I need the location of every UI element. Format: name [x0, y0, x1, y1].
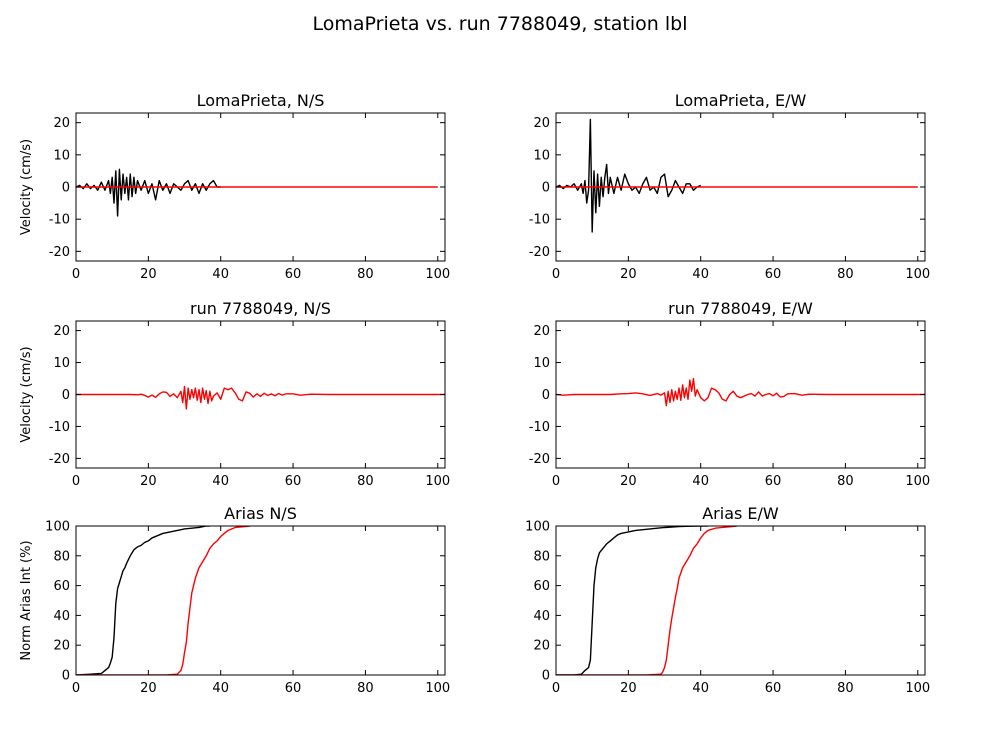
x-tick-label: 20 [620, 681, 637, 696]
x-tick-label: 100 [905, 474, 930, 489]
y-tick-label: 80 [53, 549, 70, 564]
x-tick-label: 60 [765, 474, 782, 489]
y-axis-label: Norm Arias Int (%) [19, 540, 34, 660]
x-tick-label: 0 [72, 474, 80, 489]
x-tick-label: 40 [212, 267, 229, 282]
y-tick-label: -10 [529, 420, 550, 435]
x-tick-label: 20 [140, 474, 157, 489]
x-tick-label: 80 [837, 267, 854, 282]
y-tick-label: 40 [53, 609, 70, 624]
plot-frame [75, 525, 446, 676]
series-line-simulated [556, 377, 925, 407]
series-line-recorded [556, 526, 708, 675]
y-tick-label: 0 [542, 388, 550, 403]
y-tick-label: 20 [53, 639, 70, 654]
x-tick-label: 40 [692, 681, 709, 696]
subplot-title: run 7788049, N/S [190, 299, 331, 318]
x-tick-label: 40 [212, 474, 229, 489]
y-tick-label: 0 [542, 181, 550, 196]
y-tick-label: 0 [62, 181, 70, 196]
y-axis-label: Velocity (cm/s) [19, 139, 34, 235]
y-tick-label: 20 [533, 116, 550, 131]
y-tick-label: -20 [529, 452, 550, 467]
series-line-simulated [556, 526, 737, 675]
x-tick-label: 100 [425, 267, 450, 282]
x-tick-label: 60 [765, 267, 782, 282]
x-tick-label: 100 [905, 681, 930, 696]
subplot-p3: 0 20 40 60 80 100 -20 -10 0 10 20 run 7788049, N/S V… [19, 299, 450, 489]
x-tick-label: 100 [425, 474, 450, 489]
subplot-title: Arias E/W [702, 504, 779, 523]
subplot-p5: 0 20 40 60 80 100 0 20 40 60 80 100 Arias N/S Norm Ar… [19, 504, 450, 696]
y-tick-label: -20 [529, 245, 550, 260]
x-tick-label: 20 [620, 267, 637, 282]
x-tick-label: 60 [765, 681, 782, 696]
x-tick-label: 0 [552, 474, 560, 489]
subplot-p2: 0 20 40 60 80 100 -20 -10 0 10 20 LomaPrieta, E/W [529, 91, 930, 282]
y-tick-label: 20 [533, 324, 550, 339]
y-tick-label: 100 [45, 520, 70, 535]
series-line-simulated [76, 385, 445, 410]
y-tick-label: -10 [49, 213, 70, 228]
y-tick-label: 10 [533, 356, 550, 371]
y-tick-label: -20 [49, 245, 70, 260]
x-tick-label: 20 [140, 681, 157, 696]
y-tick-label: -10 [49, 420, 70, 435]
subplot-title: run 7788049, E/W [668, 299, 813, 318]
y-tick-label: 60 [53, 579, 70, 594]
y-tick-label: 10 [53, 356, 70, 371]
y-axis-label: Velocity (cm/s) [19, 346, 34, 442]
y-tick-label: -10 [529, 213, 550, 228]
figure-title: LomaPrieta vs. run 7788049, station lbl [313, 13, 688, 35]
x-tick-label: 0 [552, 267, 560, 282]
x-tick-label: 0 [72, 681, 80, 696]
y-tick-label: 60 [533, 579, 550, 594]
x-tick-label: 40 [692, 267, 709, 282]
subplot-p1: 0 20 40 60 80 100 -20 -10 0 10 20 LomaPrieta, N/S Ve… [19, 91, 450, 282]
y-tick-label: 10 [53, 148, 70, 163]
x-tick-label: 80 [837, 474, 854, 489]
y-tick-label: -20 [49, 452, 70, 467]
y-tick-label: 40 [533, 609, 550, 624]
series-line-recorded [76, 168, 221, 217]
x-tick-label: 80 [837, 681, 854, 696]
x-tick-label: 0 [552, 681, 560, 696]
x-tick-label: 100 [905, 267, 930, 282]
y-tick-label: 0 [62, 669, 70, 684]
plot-frame [555, 525, 926, 676]
subplot-p4: 0 20 40 60 80 100 -20 -10 0 10 20 run 7788049, E/W [529, 299, 930, 489]
x-tick-label: 40 [692, 474, 709, 489]
y-tick-label: 80 [533, 549, 550, 564]
y-tick-label: 10 [533, 148, 550, 163]
x-tick-label: 60 [285, 267, 302, 282]
x-tick-label: 60 [285, 681, 302, 696]
y-tick-label: 20 [53, 324, 70, 339]
subplot-title: LomaPrieta, N/S [197, 91, 325, 110]
y-tick-label: 0 [542, 669, 550, 684]
x-tick-label: 60 [285, 474, 302, 489]
x-tick-label: 40 [212, 681, 229, 696]
y-tick-label: 20 [533, 639, 550, 654]
y-tick-label: 0 [62, 388, 70, 403]
series-line-simulated [76, 526, 250, 675]
x-tick-label: 80 [357, 267, 374, 282]
subplot-title: LomaPrieta, E/W [675, 91, 807, 110]
x-tick-label: 80 [357, 681, 374, 696]
subplot-p6: 0 20 40 60 80 100 0 20 40 60 80 100 Arias E/W [525, 504, 930, 696]
series-line-recorded [76, 526, 210, 675]
y-tick-label: 20 [53, 116, 70, 131]
y-tick-label: 100 [525, 520, 550, 535]
subplot-title: Arias N/S [224, 504, 297, 523]
x-tick-label: 20 [140, 267, 157, 282]
x-tick-label: 0 [72, 267, 80, 282]
series-line-recorded [556, 118, 701, 233]
x-tick-label: 100 [425, 681, 450, 696]
x-tick-label: 80 [357, 474, 374, 489]
x-tick-label: 20 [620, 474, 637, 489]
